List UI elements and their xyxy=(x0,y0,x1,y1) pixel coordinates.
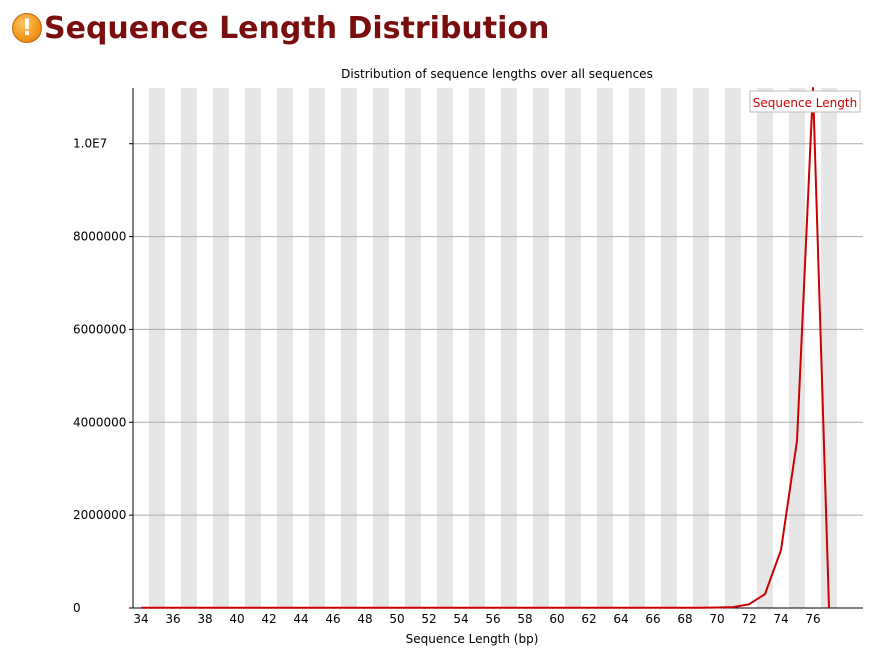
x-tick-label: 38 xyxy=(197,612,212,626)
y-tick-label: 8000000 xyxy=(73,230,126,244)
y-tick-label: 2000000 xyxy=(73,508,126,522)
y-tick-label: 0 xyxy=(73,601,81,615)
legend: Sequence Length xyxy=(749,90,861,113)
y-tick-label: 6000000 xyxy=(73,322,126,336)
background-band xyxy=(245,88,261,608)
x-tick-label: 58 xyxy=(517,612,532,626)
background-band xyxy=(309,88,325,608)
x-tick-label: 56 xyxy=(485,612,500,626)
x-tick-label: 76 xyxy=(805,612,820,626)
y-tick-label: 1.0E7 xyxy=(73,137,107,151)
background-band xyxy=(437,88,453,608)
background-band xyxy=(373,88,389,608)
x-tick-label: 40 xyxy=(229,612,244,626)
x-tick-label: 62 xyxy=(581,612,596,626)
background-band xyxy=(469,88,485,608)
legend-item-sequence-length: Sequence Length xyxy=(753,96,857,110)
page-title: Sequence Length Distribution xyxy=(44,10,550,46)
x-tick-label: 72 xyxy=(741,612,756,626)
x-tick-label: 34 xyxy=(133,612,148,626)
x-tick-label: 54 xyxy=(453,612,468,626)
background-band xyxy=(597,88,613,608)
background-band xyxy=(821,88,837,608)
x-tick-label: 74 xyxy=(773,612,788,626)
background-band xyxy=(693,88,709,608)
background-band xyxy=(501,88,517,608)
x-tick-label: 48 xyxy=(357,612,372,626)
background-band xyxy=(181,88,197,608)
warning-icon: ! xyxy=(12,13,42,43)
x-tick-label: 52 xyxy=(421,612,436,626)
background-band xyxy=(789,88,805,608)
background-band xyxy=(341,88,357,608)
background-band xyxy=(757,88,773,608)
background-band xyxy=(277,88,293,608)
background-band xyxy=(213,88,229,608)
x-tick-label: 68 xyxy=(677,612,692,626)
x-tick-label: 50 xyxy=(389,612,404,626)
x-tick-label: 46 xyxy=(325,612,340,626)
x-tick-label: 64 xyxy=(613,612,628,626)
background-band xyxy=(661,88,677,608)
x-tick-label: 36 xyxy=(165,612,180,626)
background-band xyxy=(533,88,549,608)
background-band xyxy=(565,88,581,608)
background-band xyxy=(725,88,741,608)
y-tick-label: 4000000 xyxy=(73,415,126,429)
background-band xyxy=(405,88,421,608)
page-header: ! Sequence Length Distribution xyxy=(12,8,549,48)
series-line-sequence-length xyxy=(141,87,830,609)
x-tick-label: 60 xyxy=(549,612,564,626)
x-tick-label: 70 xyxy=(709,612,724,626)
background-band xyxy=(629,88,645,608)
chart-title: Distribution of sequence lengths over al… xyxy=(341,67,653,81)
x-tick-label: 44 xyxy=(293,612,308,626)
x-tick-label: 42 xyxy=(261,612,276,626)
background-band xyxy=(149,88,165,608)
x-axis-label: Sequence Length (bp) xyxy=(406,632,539,646)
x-tick-label: 66 xyxy=(645,612,660,626)
